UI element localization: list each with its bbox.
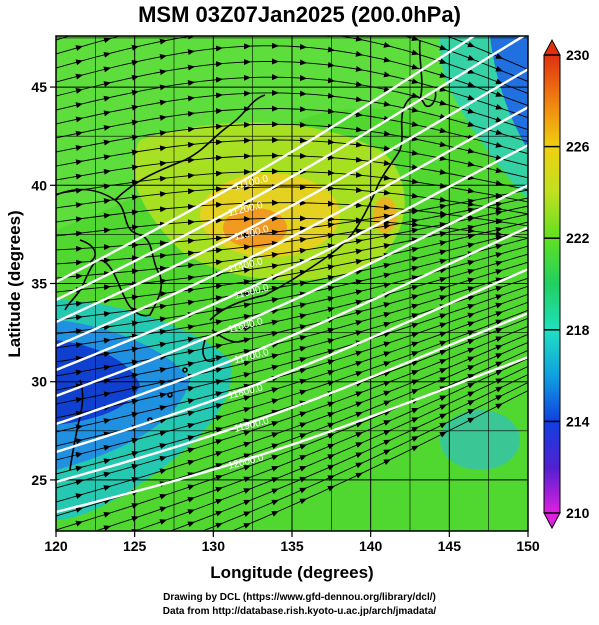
colorbar-max-triangle: [543, 38, 561, 56]
colorbar-tick-label: 222: [566, 230, 590, 246]
x-tick-label: 135: [280, 538, 304, 554]
x-tick-label: 120: [44, 538, 68, 554]
credit-line-1: Drawing by DCL (https://www.gfd-dennou.o…: [163, 592, 436, 603]
colorbar-min-triangle: [543, 512, 561, 530]
y-tick-label: 45: [31, 79, 47, 95]
y-axis: 25 30 35 40 45: [31, 79, 56, 488]
y-axis-label: Latitude (degrees): [5, 210, 24, 357]
x-axis: 120 125 130 135 140 145 150: [44, 531, 540, 554]
colorbar-tick-label: 230: [566, 47, 590, 63]
x-tick-label: 140: [359, 538, 383, 554]
height-contours: 12000.011900.011800.011700.011600.011500…: [56, 36, 528, 514]
y-tick-label: 25: [31, 472, 47, 488]
map-title: MSM 03Z07Jan2025 (200.0hPa): [138, 2, 461, 27]
colorbar-tick-label: 214: [566, 413, 590, 429]
coastlines: [56, 39, 437, 471]
credit-line-2: Data from http://database.rish.kyoto-u.a…: [162, 606, 437, 617]
y-tick-label: 40: [31, 177, 47, 193]
colorbar-tick-label: 226: [566, 139, 590, 155]
temperature-field: 12000.011900.011800.011700.011600.011500…: [56, 36, 528, 531]
colorbar-tick-label: 210: [566, 505, 590, 521]
x-tick-label: 125: [123, 538, 147, 554]
x-tick-label: 150: [516, 538, 540, 554]
x-tick-label: 130: [202, 538, 226, 554]
y-tick-label: 35: [31, 276, 47, 292]
colorbar-tick-label: 218: [566, 322, 590, 338]
x-axis-label: Longitude (degrees): [210, 563, 373, 582]
color-bar: 230 226 222 218 214 210: [543, 38, 590, 530]
y-tick-label: 30: [31, 374, 47, 390]
x-tick-label: 145: [438, 538, 462, 554]
